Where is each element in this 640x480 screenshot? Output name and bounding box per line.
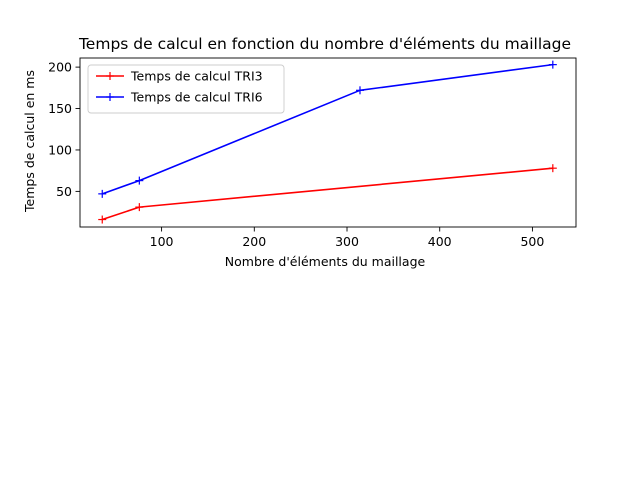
x-tick-label: 100 [150,234,174,249]
x-tick-label: 400 [428,234,452,249]
series-2-point [355,86,364,95]
series-1-point [548,164,557,173]
legend: Temps de calcul TRI3 Temps de calcul TRI6 [87,64,285,114]
plot-area [79,57,577,228]
legend-box [87,64,285,114]
legend-label: Temps de calcul TRI3 [130,69,263,84]
x-tick-label: 200 [242,234,266,249]
series-layer [98,60,557,224]
x-tick-label: 300 [335,234,359,249]
legend-entry-1: Temps de calcul TRI3 [96,69,263,84]
y-tick-label: 200 [48,60,72,75]
series-2-point [135,176,144,185]
legend-entry-2: Temps de calcul TRI6 [96,90,263,105]
series-2-point [548,60,557,69]
y-tick-label: 100 [48,142,72,157]
chart-title: Temps de calcul en fonction du nombre d'… [78,35,571,53]
y-tick-label: 50 [56,184,72,199]
x-tick-label: 500 [520,234,544,249]
series-line-2 [101,63,553,195]
series-2-point [98,189,107,198]
y-tick-label: 150 [48,101,72,116]
x-axis-label: Nombre d'éléments du maillage [225,254,426,269]
series-1-point [135,203,144,212]
plot-frame [79,57,577,228]
y-axis-label: Temps de calcul en ms [22,70,37,213]
series-1-point [98,215,107,224]
legend-label: Temps de calcul TRI6 [130,90,263,105]
y-axis: 50 100 150 200 [48,60,80,199]
x-axis: 100 200 300 400 500 [150,227,544,249]
